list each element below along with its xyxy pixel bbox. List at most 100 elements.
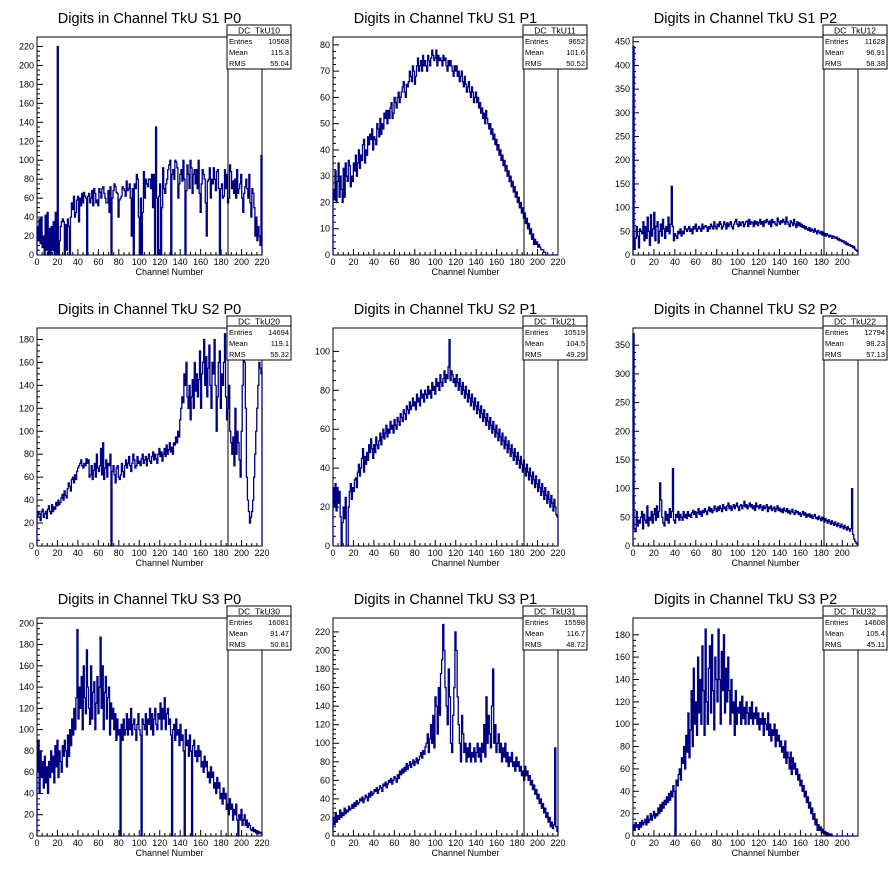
x-tick-label: 220 — [550, 257, 565, 267]
histogram-line — [36, 333, 263, 547]
x-tick-label: 140 — [469, 838, 484, 848]
y-tick-label: 0 — [625, 541, 630, 551]
x-tick-label: 140 — [772, 838, 787, 848]
x-tick-label: 40 — [73, 548, 83, 558]
stats-label: Entries — [525, 618, 549, 627]
x-tick-label: 60 — [691, 548, 701, 558]
y-tick-label: 80 — [24, 449, 34, 459]
y-tick-label: 0 — [625, 831, 630, 841]
stats-value: 10519 — [564, 328, 585, 337]
y-tick-label: 150 — [615, 179, 630, 189]
x-tick-label: 220 — [254, 548, 269, 558]
stats-value: 48.72 — [566, 640, 585, 649]
stats-value: 49.29 — [566, 350, 585, 359]
x-tick-label: 0 — [34, 257, 39, 267]
x-tick-label: 20 — [52, 548, 62, 558]
y-tick-label: 100 — [615, 719, 630, 729]
y-tick-label: 60 — [620, 764, 630, 774]
stats-box — [226, 605, 292, 651]
x-tick-label: 160 — [489, 257, 504, 267]
y-tick-label: 200 — [19, 60, 34, 70]
histogram-line — [36, 629, 263, 837]
y-tick-label: 40 — [320, 145, 330, 155]
x-tick-label: 160 — [489, 838, 504, 848]
x-tick-label: 140 — [173, 257, 188, 267]
x-tick-label: 0 — [630, 257, 635, 267]
histogram-line — [332, 623, 559, 836]
stats-label: RMS — [525, 640, 542, 649]
stats-box — [822, 605, 888, 651]
x-tick-label: 60 — [691, 838, 701, 848]
x-tick-label: 100 — [132, 257, 147, 267]
stats-label: RMS — [229, 640, 246, 649]
y-tick-label: 180 — [19, 640, 34, 650]
stats-name: DC_TkU12 — [834, 26, 876, 36]
x-tick-label: 140 — [772, 548, 787, 558]
stats-name: DC_TkU11 — [534, 26, 576, 36]
stats-label: Entries — [525, 328, 549, 337]
x-tick-label: 180 — [510, 257, 525, 267]
x-tick-label: 100 — [428, 257, 443, 267]
y-tick-label: 100 — [19, 725, 34, 735]
x-tick-label: 60 — [389, 548, 399, 558]
y-tick-label: 20 — [320, 197, 330, 207]
stats-label: RMS — [825, 640, 842, 649]
y-tick-label: 140 — [19, 117, 34, 127]
x-tick-label: 200 — [835, 257, 850, 267]
x-tick-label: 160 — [793, 838, 808, 848]
x-tick-label: 100 — [428, 548, 443, 558]
stats-value: 57.13 — [866, 350, 885, 359]
x-tick-label: 220 — [254, 838, 269, 848]
x-tick-label: 140 — [173, 548, 188, 558]
stats-value: 45.11 — [867, 640, 885, 649]
y-tick-label: 180 — [19, 334, 34, 344]
y-tick-label: 160 — [19, 661, 34, 671]
x-tick-label: 0 — [330, 548, 335, 558]
panel-title: Digits in Channel TkU S1 P0 — [58, 11, 242, 27]
panel-title: Digits in Channel TkU S2 P1 — [354, 302, 538, 318]
y-tick-label: 120 — [615, 697, 630, 707]
stats-value: 58.38 — [866, 59, 885, 68]
y-tick-label: 80 — [320, 757, 330, 767]
y-tick-label: 100 — [615, 484, 630, 494]
y-tick-label: 300 — [615, 108, 630, 118]
x-tick-label: 100 — [730, 838, 745, 848]
y-tick-label: 40 — [320, 463, 330, 473]
stats-value: 55.32 — [270, 350, 289, 359]
x-tick-label: 160 — [489, 548, 504, 558]
stats-label: Entries — [825, 618, 849, 627]
y-tick-label: 160 — [315, 683, 330, 693]
x-tick-label: 80 — [114, 838, 124, 848]
stats-value: 9652 — [568, 37, 585, 46]
stats-box — [522, 315, 588, 361]
panel-title: Digits in Channel TkU S3 P0 — [58, 592, 242, 608]
y-tick-label: 60 — [320, 424, 330, 434]
histogram-line — [632, 45, 859, 255]
stats-box — [522, 24, 588, 70]
x-tick-label: 80 — [712, 838, 722, 848]
stats-value: 14694 — [268, 328, 289, 337]
y-tick-label: 80 — [24, 746, 34, 756]
y-tick-label: 50 — [620, 226, 630, 236]
stats-name: DC_TkU21 — [534, 317, 576, 327]
histogram-panel-6: Digits in Channel TkU S2 P20501001502002… — [615, 302, 888, 568]
y-tick-label: 50 — [620, 512, 630, 522]
x-tick-label: 100 — [132, 838, 147, 848]
y-tick-label: 0 — [325, 541, 330, 551]
stats-label: RMS — [525, 59, 542, 68]
x-tick-label: 120 — [448, 838, 463, 848]
y-tick-label: 160 — [19, 357, 34, 367]
y-tick-label: 200 — [19, 618, 34, 628]
y-tick-label: 120 — [19, 703, 34, 713]
histogram-panel-3: Digits in Channel TkU S1 P20501001502002… — [615, 11, 888, 277]
x-tick-label: 20 — [348, 838, 358, 848]
x-tick-label: 220 — [550, 838, 565, 848]
y-tick-label: 20 — [320, 812, 330, 822]
stats-label: Entries — [825, 37, 849, 46]
y-tick-label: 350 — [615, 84, 630, 94]
x-tick-label: 20 — [52, 257, 62, 267]
x-tick-label: 0 — [34, 838, 39, 848]
x-tick-label: 80 — [410, 838, 420, 848]
y-tick-label: 0 — [29, 831, 34, 841]
histogram-panel-9: Digits in Channel TkU S3 P2 0 20 40 60 80 100 1… — [615, 592, 888, 858]
